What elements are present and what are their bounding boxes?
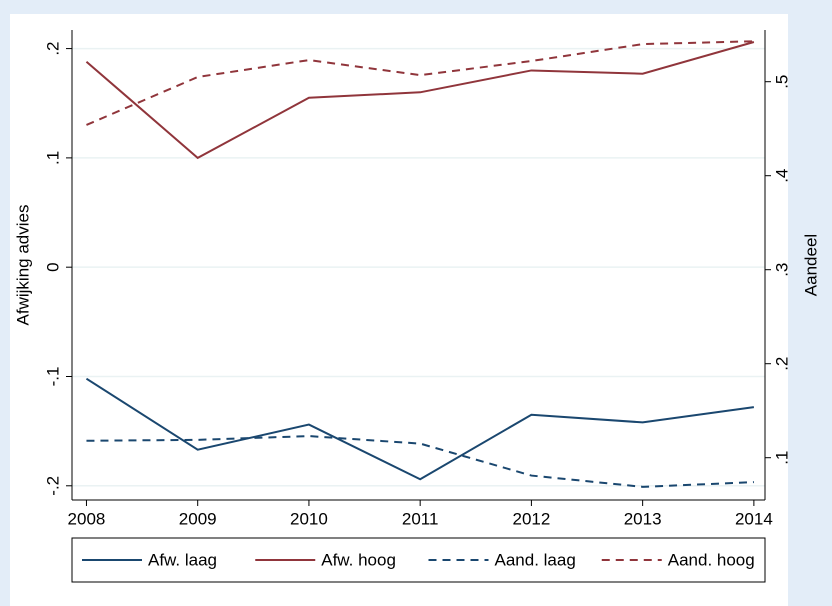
legend-label: Aand. hoog [668, 550, 755, 569]
y-tick-label: .1 [43, 151, 62, 165]
x-tick-label: 2013 [624, 509, 662, 528]
legend-label: Afw. hoog [321, 550, 396, 569]
y-axis-label: Afwijking advies [13, 205, 32, 326]
chart-background [10, 14, 788, 606]
x-tick-label: 2009 [179, 509, 217, 528]
legend-label: Aand. laag [495, 550, 576, 569]
y-tick-label: -.2 [43, 476, 62, 496]
series-line [86, 435, 754, 488]
series-line [85, 41, 755, 160]
y2-tick-label: .1 [772, 451, 791, 465]
x-tick-label: 2011 [402, 509, 439, 528]
x-tick-label: 2014 [735, 509, 773, 528]
y2-tick-label: .3 [772, 263, 791, 277]
legend-label: Afw. laag [148, 550, 217, 569]
y2-tick-label: .5 [772, 75, 791, 89]
x-tick-label: 2010 [290, 509, 328, 528]
series-line [85, 377, 755, 481]
y2-axis-label: Aandeel [801, 234, 820, 296]
y-tick-label: 0 [43, 262, 62, 271]
y2-tick-label: .2 [772, 357, 791, 371]
y-tick-label: -.1 [43, 367, 62, 387]
x-tick-label: 2008 [68, 509, 106, 528]
y2-tick-label: .4 [772, 169, 791, 183]
y-tick-label: .2 [43, 41, 62, 55]
x-tick-label: 2012 [512, 509, 550, 528]
